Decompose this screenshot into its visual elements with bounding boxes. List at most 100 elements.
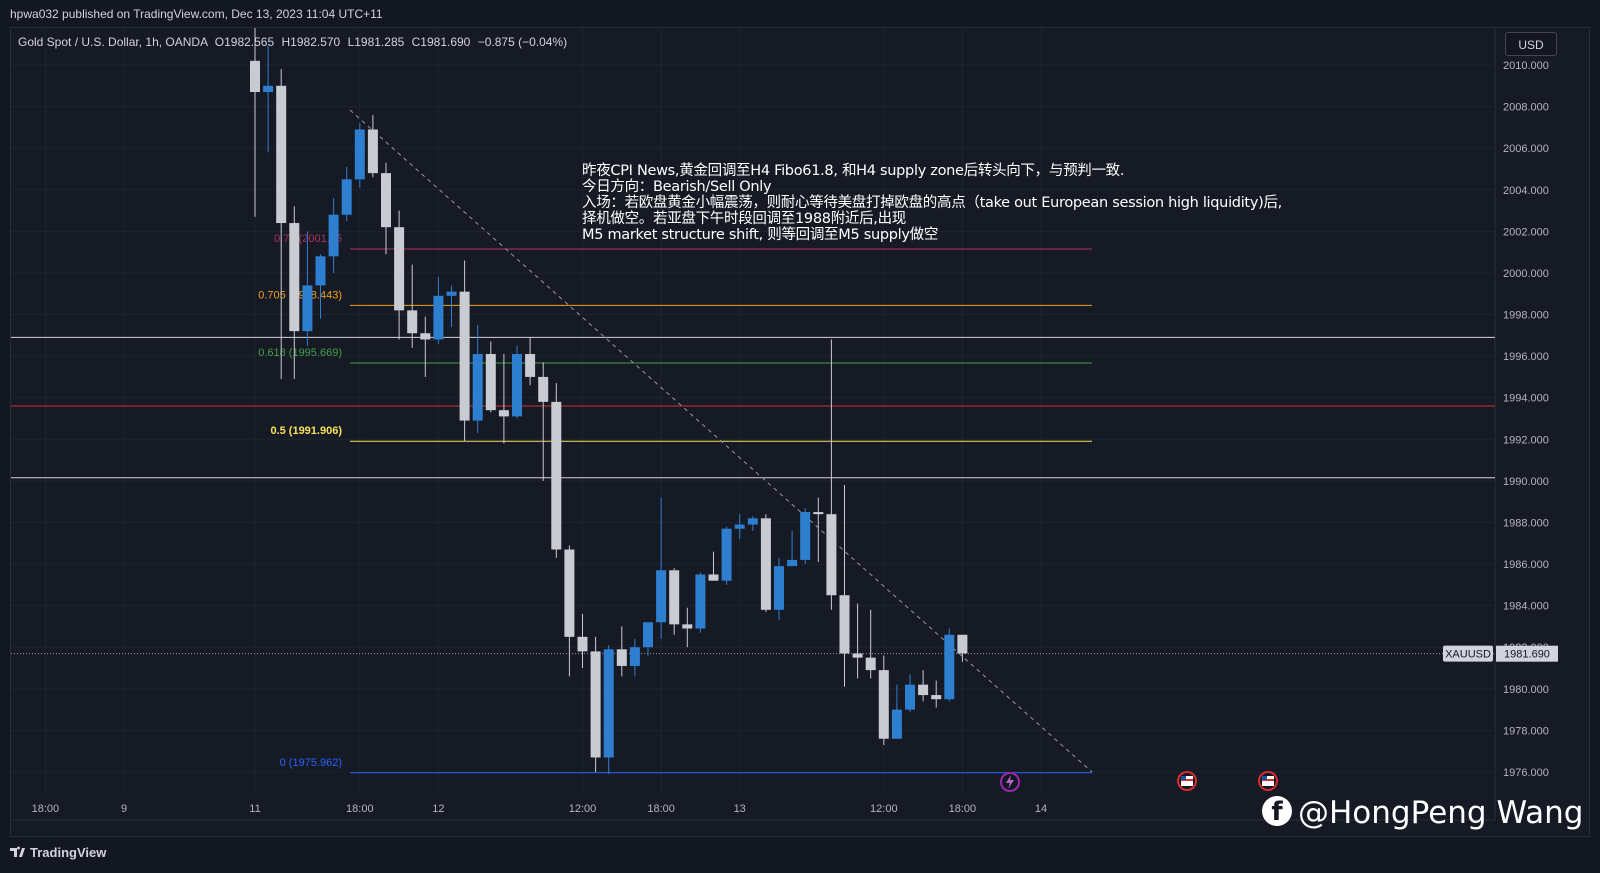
us-event-icon-canton xyxy=(1181,776,1186,780)
candle-body[interactable] xyxy=(891,709,902,739)
candle-body[interactable] xyxy=(878,670,889,739)
candle-body[interactable] xyxy=(944,634,955,700)
publish-info: hpwa032 published on TradingView.com, De… xyxy=(10,7,383,21)
chart-frame[interactable] xyxy=(10,27,1590,837)
candle-body[interactable] xyxy=(485,354,496,411)
fib-level-label: 0.5 (1991.906) xyxy=(270,425,342,437)
candle-body[interactable] xyxy=(446,291,457,296)
time-tick-label: 18:00 xyxy=(647,803,675,815)
candle-body[interactable] xyxy=(616,649,627,666)
price-tick-label: 2010.000 xyxy=(1503,60,1549,72)
tradingview-logo[interactable]: TradingView xyxy=(10,845,106,860)
note-line: 昨夜CPI News,黄金回调至H4 Fibo61.8, 和H4 supply … xyxy=(582,163,1125,179)
candle-body[interactable] xyxy=(433,295,444,340)
note-line: M5 market structure shift, 则等回调至M5 suppl… xyxy=(582,227,939,243)
publish-bar: hpwa032 published on TradingView.com, De… xyxy=(0,0,1600,27)
time-tick-label: 18:00 xyxy=(949,803,977,815)
price-tick-label: 1978.000 xyxy=(1503,725,1549,737)
note-line: 今日方向：Bearish/Sell Only xyxy=(582,179,772,195)
price-tick-label: 1990.000 xyxy=(1503,476,1549,488)
candle-body[interactable] xyxy=(839,595,850,654)
fib-level-label: 0 (1975.962) xyxy=(280,757,342,769)
price-tag-label: 1981.690 xyxy=(1504,649,1550,661)
open-value: O1982.565 xyxy=(214,35,275,49)
candle-body[interactable] xyxy=(367,129,378,174)
candle-body[interactable] xyxy=(315,256,326,286)
price-tick-label: 2008.000 xyxy=(1503,102,1549,114)
fib-level-label: 0.618 (1995.669) xyxy=(258,347,342,359)
candle-body[interactable] xyxy=(800,512,811,560)
price-tick-label: 2006.000 xyxy=(1503,143,1549,155)
candle-body[interactable] xyxy=(459,291,470,421)
price-tick-label: 1998.000 xyxy=(1503,310,1549,322)
price-tick-label: 1996.000 xyxy=(1503,351,1549,363)
candle-body[interactable] xyxy=(682,624,693,629)
candle-body[interactable] xyxy=(760,518,771,610)
candle-body[interactable] xyxy=(787,559,798,567)
candle-body[interactable] xyxy=(250,60,260,93)
candle-body[interactable] xyxy=(905,684,915,710)
candle-body[interactable] xyxy=(603,649,614,758)
trend-line[interactable] xyxy=(349,109,1093,773)
candle-body[interactable] xyxy=(407,310,418,334)
candle-body[interactable] xyxy=(394,227,405,311)
tradingview-icon xyxy=(10,846,25,857)
price-tick-label: 2002.000 xyxy=(1503,226,1549,238)
time-tick-label: 12:00 xyxy=(870,803,898,815)
candle-body[interactable] xyxy=(629,647,640,666)
candle-body[interactable] xyxy=(472,354,483,421)
currency-button[interactable]: USD xyxy=(1505,32,1557,56)
candle-body[interactable] xyxy=(420,333,431,340)
candle-body[interactable] xyxy=(957,634,968,654)
candle-body[interactable] xyxy=(747,518,758,525)
change-value: −0.875 (−0.04%) xyxy=(477,35,568,49)
candle-body[interactable] xyxy=(774,566,784,610)
candle-body[interactable] xyxy=(708,574,719,581)
price-tag-bg xyxy=(1496,645,1558,662)
candle-body[interactable] xyxy=(931,695,942,700)
candle-body[interactable] xyxy=(669,570,680,625)
candle-body[interactable] xyxy=(341,179,352,215)
candle-body[interactable] xyxy=(302,285,313,332)
analysis-note: 昨夜CPI News,黄金回调至H4 Fibo61.8, 和H4 supply … xyxy=(582,163,1282,243)
high-value: H1982.570 xyxy=(281,35,341,49)
lightning-icon xyxy=(1006,775,1014,789)
candle-body[interactable] xyxy=(551,401,562,550)
time-tick-label: 12 xyxy=(432,803,444,815)
price-tick-label: 1992.000 xyxy=(1503,434,1549,446)
candle-body[interactable] xyxy=(564,549,575,637)
us-event-icon-stripe xyxy=(1262,779,1274,781)
candle-body[interactable] xyxy=(512,354,522,417)
symbol-legend: Gold Spot / U.S. Dollar, 1h, OANDA O1982… xyxy=(18,35,567,49)
candle-body[interactable] xyxy=(590,651,601,758)
symbol-tag-bg xyxy=(1443,645,1493,662)
candle-body[interactable] xyxy=(826,514,837,596)
candle-body[interactable] xyxy=(721,528,732,581)
candle-body[interactable] xyxy=(328,214,339,257)
candle-body[interactable] xyxy=(498,410,509,417)
candle-body[interactable] xyxy=(538,376,549,402)
candle-body[interactable] xyxy=(354,129,365,180)
author-watermark: f @HongPeng Wang xyxy=(1262,795,1583,831)
us-event-icon-canton xyxy=(1262,776,1267,780)
candle-body[interactable] xyxy=(695,574,706,629)
candle-body[interactable] xyxy=(918,684,929,696)
candle-body[interactable] xyxy=(577,636,588,652)
plot-area: 0.79 (2001.150.705 (1998.443)0.618 (1995… xyxy=(11,28,1495,775)
candle-body[interactable] xyxy=(289,223,300,332)
candle-body[interactable] xyxy=(263,85,274,93)
candle-body[interactable] xyxy=(813,512,824,515)
candle-body[interactable] xyxy=(656,570,667,623)
symbol-name: Gold Spot / U.S. Dollar, 1h, OANDA xyxy=(18,35,208,49)
candle-body[interactable] xyxy=(852,653,863,658)
candle-body[interactable] xyxy=(381,173,391,228)
candle-body[interactable] xyxy=(734,524,745,529)
candle-body[interactable] xyxy=(865,657,876,671)
note-line: 择机做空。若亚盘下午时段回调至1988附近后,出现 xyxy=(582,211,907,227)
price-tick-label: 1994.000 xyxy=(1503,393,1549,405)
price-tick-label: 1988.000 xyxy=(1503,517,1549,529)
candle-body[interactable] xyxy=(276,85,287,224)
candle-body[interactable] xyxy=(525,354,536,377)
candle-body[interactable] xyxy=(643,622,653,648)
